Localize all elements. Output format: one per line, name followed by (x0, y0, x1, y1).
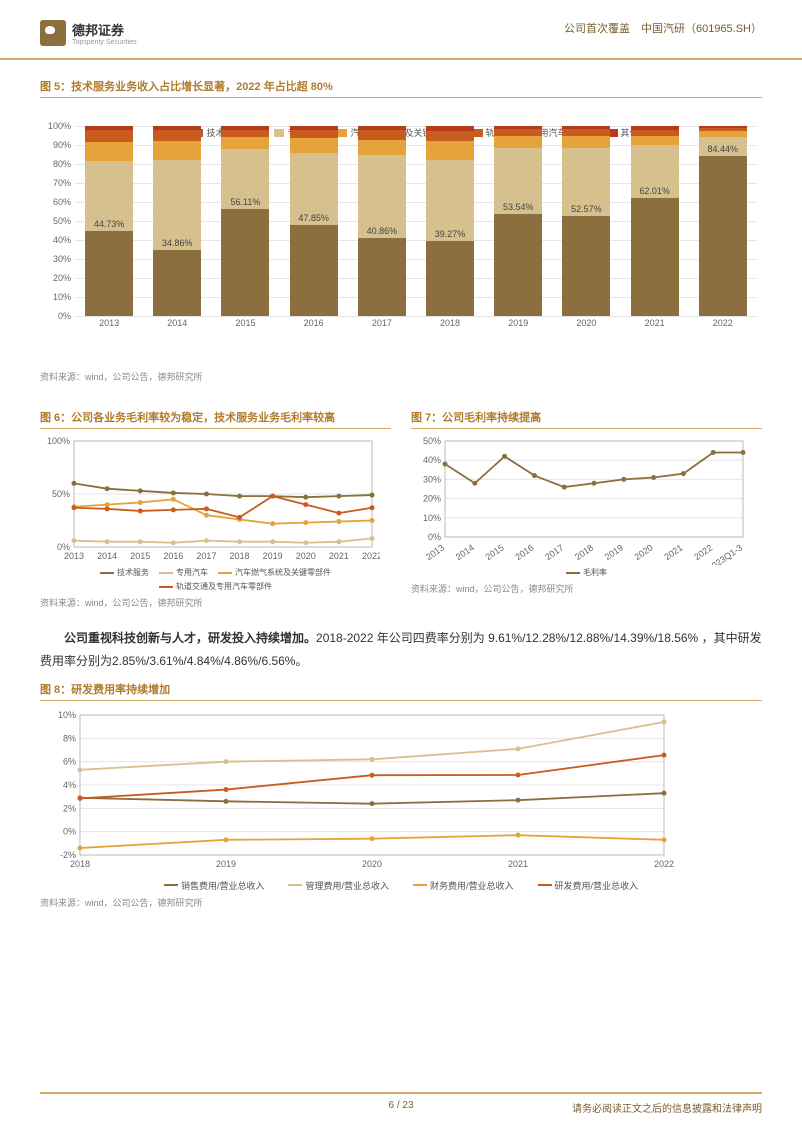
svg-text:2021: 2021 (329, 551, 349, 561)
fig7-source: 资料来源：wind，公司公告，德邦研究所 (411, 582, 762, 595)
bar-2021: 62.01% (631, 126, 679, 316)
svg-text:2023Q1-3: 2023Q1-3 (706, 542, 745, 565)
fig5-source: 资料来源：wind，公司公告，德邦研究所 (40, 370, 762, 383)
bar-2014: 34.86% (153, 126, 201, 316)
svg-text:2014: 2014 (454, 542, 476, 562)
bar-2022: 84.44% (699, 126, 747, 316)
body-bold: 公司重视科技创新与人才，研发投入持续增加。 (64, 631, 316, 645)
svg-text:30%: 30% (423, 474, 441, 484)
svg-text:2021: 2021 (662, 542, 684, 562)
svg-text:2013: 2013 (424, 542, 446, 562)
bar-2017: 40.86% (358, 126, 406, 316)
fig7-title: 图 7：公司毛利率持续提高 (411, 409, 762, 429)
fig5-chart: 0%10%20%30%40%50%60%70%80%90%100% 44.73%… (40, 126, 762, 366)
svg-text:4%: 4% (63, 780, 76, 790)
svg-text:2015: 2015 (130, 551, 150, 561)
content: 图 5：技术服务业务收入占比增长显著，2022 年占比超 80% 0%10%20… (0, 60, 802, 909)
fig6-source: 资料来源：wind，公司公告，德邦研究所 (40, 596, 391, 609)
bar-2013: 44.73% (85, 126, 133, 316)
svg-text:2022: 2022 (692, 542, 714, 562)
svg-text:2015: 2015 (484, 542, 506, 562)
svg-text:2017: 2017 (196, 551, 216, 561)
fig7-chart: 0% 10% 20% 30% 40% 50% 2013 2014 2015 2016 2017 201… (411, 435, 762, 578)
svg-text:2014: 2014 (97, 551, 117, 561)
bar-2019: 53.54% (494, 126, 542, 316)
svg-text:2016: 2016 (163, 551, 183, 561)
svg-text:2020: 2020 (296, 551, 316, 561)
svg-text:2019: 2019 (603, 542, 625, 562)
svg-text:2018: 2018 (573, 542, 595, 562)
logo-name: 德邦证券 (72, 20, 137, 39)
fig6-chart: 0%50%100%2013201420152016201720182019202… (40, 435, 391, 592)
fig5-title: 图 5：技术服务业务收入占比增长显著，2022 年占比超 80% (40, 78, 762, 98)
svg-text:2013: 2013 (64, 551, 84, 561)
svg-text:2%: 2% (63, 803, 76, 813)
svg-text:20%: 20% (423, 494, 441, 504)
bar-2016: 47.85% (290, 126, 338, 316)
svg-text:100%: 100% (47, 436, 70, 446)
fig8-legend: 销售费用/营业总收入管理费用/营业总收入财务费用/营业总收入研发费用/营业总收入 (40, 879, 762, 892)
fig8-title: 图 8：研发费用率持续增加 (40, 681, 762, 701)
logo-icon (40, 20, 66, 46)
svg-text:10%: 10% (423, 513, 441, 523)
bar-2018: 39.27% (426, 126, 474, 316)
svg-text:2019: 2019 (263, 551, 283, 561)
bar-2020: 52.57% (562, 126, 610, 316)
svg-text:2017: 2017 (543, 542, 565, 562)
svg-text:2021: 2021 (508, 859, 528, 869)
svg-text:2022: 2022 (362, 551, 380, 561)
svg-text:2022: 2022 (654, 859, 674, 869)
svg-text:2018: 2018 (70, 859, 90, 869)
fig7-legend: 毛利率 (411, 567, 762, 578)
svg-text:0%: 0% (63, 826, 76, 836)
fig6-legend: 技术服务专用汽车汽车燃气系统及关键零部件轨道交通及专用汽车零部件 (40, 567, 391, 592)
svg-text:2016: 2016 (513, 542, 535, 562)
svg-text:40%: 40% (423, 455, 441, 465)
svg-text:2020: 2020 (633, 542, 655, 562)
svg-text:2019: 2019 (216, 859, 236, 869)
body-paragraph: 公司重视科技创新与人才，研发投入持续增加。2018-2022 年公司四费率分别为… (40, 627, 762, 673)
svg-text:6%: 6% (63, 756, 76, 766)
page-header: 德邦证券 Topsperity Securities 公司首次覆盖 中国汽研（6… (0, 0, 802, 60)
svg-text:50%: 50% (423, 436, 441, 446)
header-right-text: 公司首次覆盖 中国汽研（601965.SH） (564, 20, 762, 36)
bar-2015: 56.11% (221, 126, 269, 316)
svg-text:2020: 2020 (362, 859, 382, 869)
logo-subtitle: Topsperity Securities (72, 39, 137, 46)
fig6-fig7-row: 图 6：公司各业务毛利率较为稳定，技术服务业务毛利率较高 0% 50% 100% 20… (40, 401, 762, 609)
fig8-chart: -2%0%2%4%6%8%10%20182019202020212022 销售费… (40, 707, 762, 892)
page-footer: 6 / 23 请务必阅读正文之后的信息披露和法律声明 (40, 1092, 762, 1115)
svg-text:8%: 8% (63, 733, 76, 743)
fig6-title: 图 6：公司各业务毛利率较为稳定，技术服务业务毛利率较高 (40, 409, 391, 429)
svg-text:0%: 0% (428, 532, 441, 542)
svg-text:50%: 50% (52, 489, 70, 499)
svg-text:2018: 2018 (230, 551, 250, 561)
svg-text:10%: 10% (58, 710, 76, 720)
footer-disclaimer: 请务必阅读正文之后的信息披露和法律声明 (572, 1100, 762, 1115)
fig8-source: 资料来源：wind，公司公告，德邦研究所 (40, 896, 762, 909)
page-number: 6 / 23 (388, 1100, 413, 1111)
logo-block: 德邦证券 Topsperity Securities (40, 20, 137, 46)
